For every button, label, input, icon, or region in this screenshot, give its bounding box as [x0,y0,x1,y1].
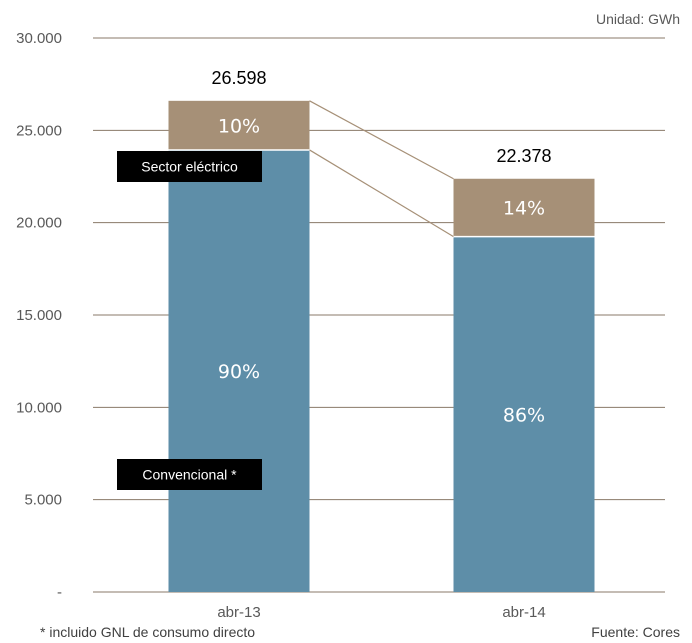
tag-convencional-box [117,459,262,490]
percent-label-convencional: 90% [218,361,260,383]
percent-label-convencional: 86% [503,404,545,426]
bar-sector-electrico [453,178,595,237]
x-category-label: abr-14 [502,604,545,621]
tag-sector-electrico-box [117,151,262,182]
y-tick-label: 25.000 [16,122,62,139]
data-labels: 10% 90% 26.598 14% 86% 22.378 [211,68,551,426]
percent-label-sector-electrico: 10% [218,115,260,137]
bar-sector-electrico [168,100,310,150]
series-tags: Sector eléctrico Convencional * [117,151,262,490]
tag-sector-electrico-text: Sector eléctrico [141,159,238,175]
y-axis-ticks: - 5.000 10.000 15.000 20.000 25.000 30.000 [16,30,62,601]
connector-lines [309,100,454,238]
x-category-label: abr-13 [217,604,260,621]
y-tick-label: 15.000 [16,307,62,324]
bars [168,100,595,592]
y-tick-label: 30.000 [16,30,62,47]
x-axis-labels: abr-13 abr-14 [217,604,545,621]
y-tick-label: 10.000 [16,399,62,416]
total-label: 26.598 [211,68,266,88]
total-label: 22.378 [496,146,551,166]
tag-convencional: Convencional * [117,459,262,490]
y-tick-label: - [57,584,62,601]
tag-convencional-text: Convencional * [142,467,237,483]
source-label: Fuente: Cores [591,624,680,640]
tag-sector-electrico: Sector eléctrico [117,151,262,182]
footnote: * incluido GNL de consumo directo [40,624,255,640]
connector-line-total [309,100,454,180]
percent-label-sector-electrico: 14% [503,198,545,220]
bar-convencional [168,149,310,592]
y-tick-label: 5.000 [24,492,62,509]
unit-label: Unidad: GWh [596,11,680,27]
bar-convencional [453,236,595,592]
connector-line-convencional [309,149,454,238]
y-tick-label: 20.000 [16,215,62,232]
